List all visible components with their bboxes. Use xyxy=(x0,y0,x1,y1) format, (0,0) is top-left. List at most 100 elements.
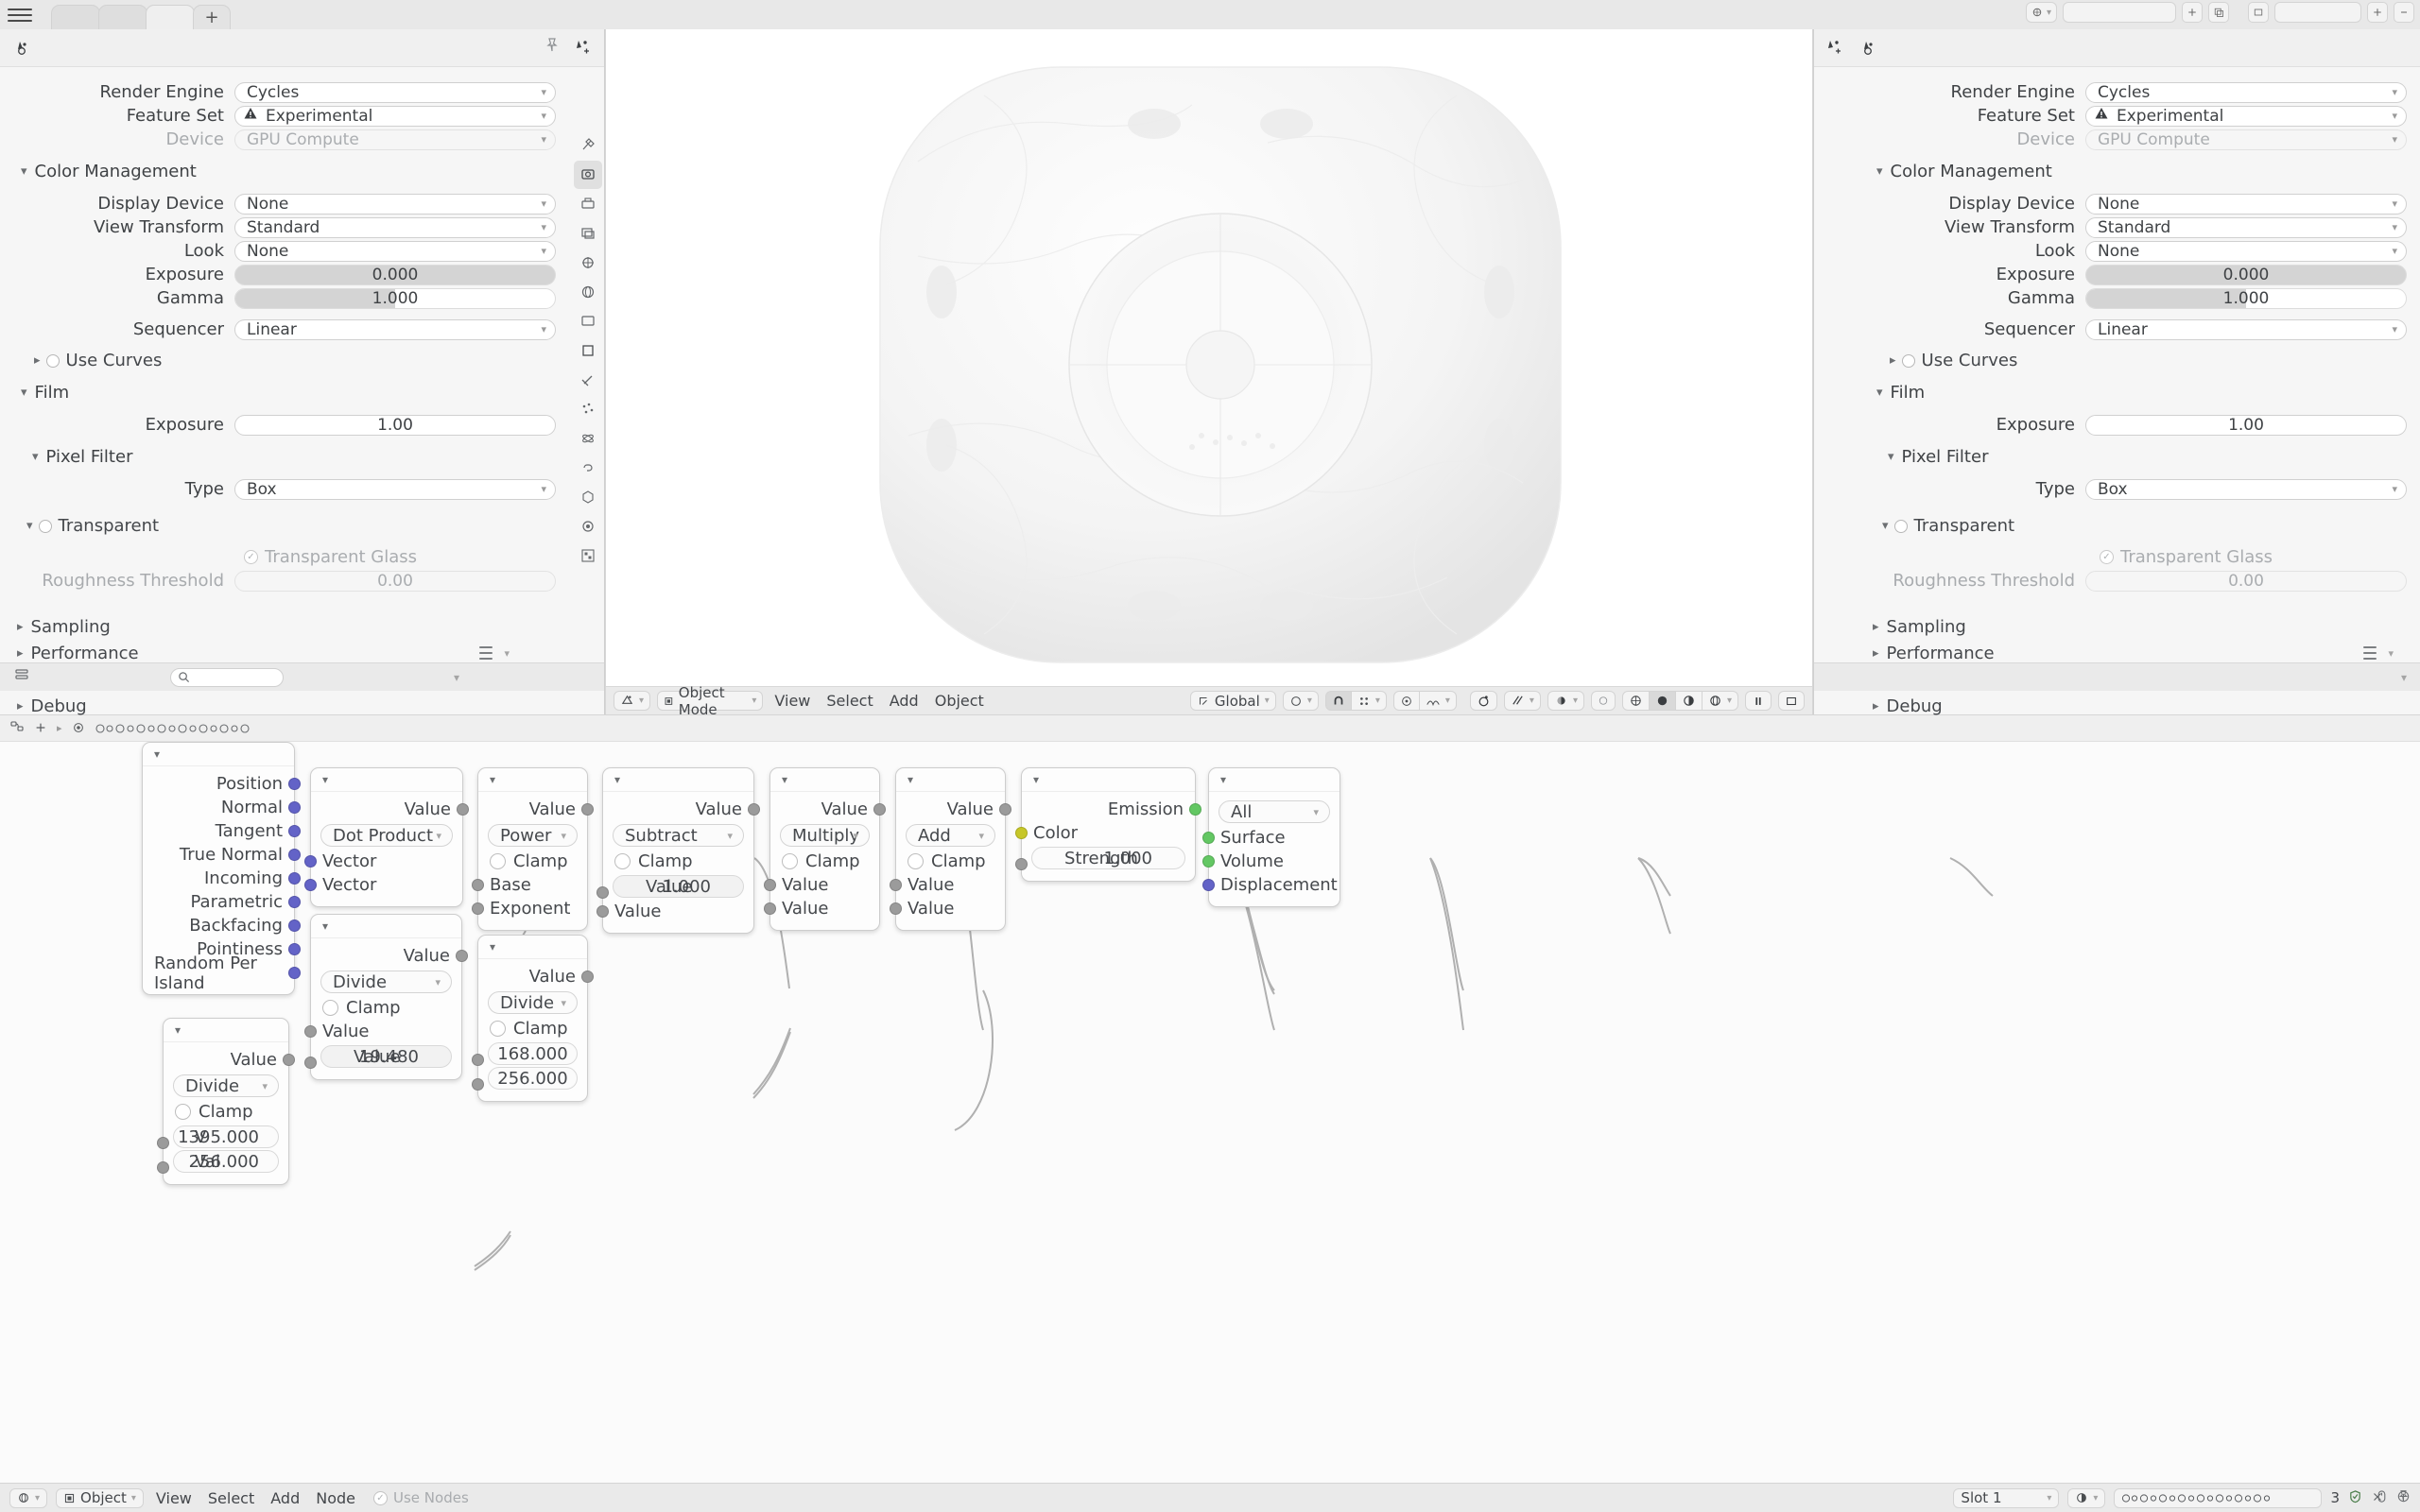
vector-math-node[interactable]: ▾ Value Dot Product ▾ Vector Vector xyxy=(304,767,469,907)
fake-user-icon[interactable] xyxy=(2348,1487,2362,1508)
view-layer-name-field[interactable] xyxy=(2274,2,2361,23)
transparent-checkbox-right[interactable] xyxy=(1893,519,1908,533)
render-engine-select-right[interactable]: Cycles ▾ xyxy=(2085,81,2407,103)
scene-selector[interactable]: ▾ xyxy=(2025,2,2057,23)
tab-tool[interactable] xyxy=(574,131,602,160)
chevron-down-icon[interactable]: ▾ xyxy=(454,670,460,684)
tab-constraint[interactable] xyxy=(574,454,602,482)
viewport-menu-select[interactable]: Select xyxy=(826,692,873,710)
object-mode-selector[interactable]: Object Mode ▾ xyxy=(657,684,764,714)
display-device-select[interactable]: None ▾ xyxy=(234,193,556,215)
input-socket-value[interactable] xyxy=(764,879,776,891)
pixel-filter-type-select-right[interactable]: Box ▾ xyxy=(2085,478,2407,500)
node-output-row[interactable]: Emission xyxy=(1022,798,1201,821)
node-header[interactable]: ▾ xyxy=(896,768,1005,792)
viewport-menu-object[interactable]: Object xyxy=(934,692,984,710)
node-output-row[interactable]: Parametric xyxy=(143,890,301,914)
divide-operand-2-field-lower[interactable]: Val 256.000 xyxy=(173,1150,279,1173)
output-socket-value[interactable] xyxy=(581,803,594,816)
subtract-value-field[interactable]: Value 1.000 xyxy=(613,875,744,898)
chevron-down-icon[interactable]: ▾ xyxy=(1033,773,1040,786)
tab-texture[interactable] xyxy=(574,541,602,570)
add-view-layer-button[interactable] xyxy=(2367,2,2388,23)
use-curves-row-right[interactable]: ▸ Use Curves xyxy=(1856,349,2407,372)
output-socket-value[interactable] xyxy=(456,950,468,962)
input-socket-value[interactable] xyxy=(157,1161,169,1174)
transform-orientation-selector[interactable]: Global ▾ xyxy=(1189,691,1276,711)
node-output-row[interactable]: Value xyxy=(770,798,886,821)
tab-collection[interactable] xyxy=(574,307,602,335)
tab-modifier[interactable] xyxy=(574,366,602,394)
input-socket-value[interactable] xyxy=(472,879,484,891)
chevron-down-icon[interactable]: ▾ xyxy=(2400,670,2407,684)
new-scene-button[interactable] xyxy=(2182,2,2203,23)
material-browse-button[interactable]: ▾ xyxy=(2067,1487,2106,1508)
chevron-down-icon[interactable]: ▾ xyxy=(614,773,621,786)
input-socket-value[interactable] xyxy=(764,902,776,915)
sequencer-select-right[interactable]: Linear ▾ xyxy=(2085,318,2407,340)
checkbox-checked-icon[interactable]: ✓ xyxy=(244,550,258,564)
node-input-row[interactable]: Value xyxy=(304,1020,461,1043)
use-nodes-toggle[interactable]: ✓ Use Nodes xyxy=(373,1489,469,1506)
tab-render[interactable] xyxy=(574,161,602,189)
node-output-row[interactable]: Normal xyxy=(143,796,301,819)
transparent-glass-row[interactable]: ✓ Transparent Glass xyxy=(0,545,562,569)
workspace-tab-active[interactable] xyxy=(146,5,195,29)
chevron-down-icon[interactable]: ▾ xyxy=(504,646,510,660)
clamp-checkbox[interactable] xyxy=(175,1104,191,1120)
tab-world[interactable] xyxy=(574,278,602,306)
render-pause-toggle[interactable] xyxy=(1745,691,1772,711)
node-header[interactable]: ▾ xyxy=(603,768,753,792)
tab-output[interactable] xyxy=(574,190,602,218)
display-device-select-right[interactable]: None ▾ xyxy=(2085,193,2407,215)
material-output-node[interactable]: ▾ All ▾ Surface Volume Displacement xyxy=(1202,767,1340,907)
viewport-overlay-selector[interactable]: ▾ xyxy=(1503,691,1541,711)
input-socket-value[interactable] xyxy=(472,1054,484,1066)
math-divide-node-upper[interactable]: ▾ Value Divide ▾ Clamp Value Value 19.480 xyxy=(304,914,468,1080)
use-curves-row[interactable]: ▸ Use Curves xyxy=(0,349,562,372)
input-socket-value[interactable] xyxy=(472,902,484,915)
tab-physics[interactable] xyxy=(574,424,602,453)
node-input-row[interactable]: Color xyxy=(1015,821,1195,845)
math-divide-node-lower[interactable]: ▾ Value Divide ▾ Clamp V 1395.000 xyxy=(157,1018,295,1185)
math-operation-select[interactable]: Divide ▾ xyxy=(488,991,578,1014)
geometry-node[interactable]: ▾ Position Normal Tangent True Normal In… xyxy=(142,742,301,995)
input-socket-value[interactable] xyxy=(890,902,902,915)
node-header[interactable]: ▾ xyxy=(478,768,587,792)
input-socket-value[interactable] xyxy=(157,1137,169,1149)
input-socket-value[interactable] xyxy=(890,879,902,891)
output-socket-value[interactable] xyxy=(283,1054,295,1066)
output-socket-vector[interactable] xyxy=(288,919,301,932)
node-add-icon[interactable] xyxy=(34,718,47,739)
math-add-node[interactable]: ▾ Value Add ▾ Clamp Value Value xyxy=(890,767,1011,931)
shader-type-selector[interactable]: Object ▾ xyxy=(56,1487,144,1508)
editor-type-icon-right[interactable] xyxy=(1824,35,1846,62)
clamp-checkbox[interactable] xyxy=(490,853,506,869)
divide-value-field[interactable]: Value 19.480 xyxy=(320,1045,452,1068)
viewport-xray-toggle[interactable]: ▾ xyxy=(1547,691,1584,711)
tab-object[interactable] xyxy=(574,336,602,365)
output-socket-value[interactable] xyxy=(748,803,760,816)
filter-icon[interactable] xyxy=(13,666,30,688)
node-header[interactable]: ▾ xyxy=(770,768,879,792)
node-input-row[interactable]: Value xyxy=(890,873,1005,897)
chevron-down-icon[interactable]: ▾ xyxy=(490,940,496,954)
copy-scene-button[interactable] xyxy=(2208,2,2229,23)
look-select-right[interactable]: None ▾ xyxy=(2085,240,2407,262)
app-menu-icon[interactable] xyxy=(8,5,32,26)
proportional-edit-toggle[interactable] xyxy=(1392,691,1420,711)
node-output-row[interactable]: Pointiness xyxy=(143,937,301,961)
section-pixel-filter-right[interactable]: ▾ Pixel Filter xyxy=(1888,447,1989,467)
statusbar-menu-add[interactable]: Add xyxy=(270,1488,301,1507)
viewport-render-region[interactable] xyxy=(1778,691,1805,711)
node-input-row[interactable]: Volume xyxy=(1202,850,1340,873)
pixel-filter-type-select[interactable]: Box ▾ xyxy=(234,478,556,500)
output-socket-vector[interactable] xyxy=(288,967,301,979)
math-multiply-node[interactable]: ▾ Value Multiply ▾ Clamp Value Value xyxy=(764,767,886,931)
viewport-shading-options[interactable]: ▾ xyxy=(1701,691,1738,711)
feature-set-select-right[interactable]: Experimental ▾ xyxy=(2085,105,2407,127)
clamp-checkbox[interactable] xyxy=(490,1021,506,1037)
output-socket-vector[interactable] xyxy=(288,778,301,790)
output-socket-vector[interactable] xyxy=(288,872,301,885)
clamp-checkbox[interactable] xyxy=(322,1000,338,1016)
